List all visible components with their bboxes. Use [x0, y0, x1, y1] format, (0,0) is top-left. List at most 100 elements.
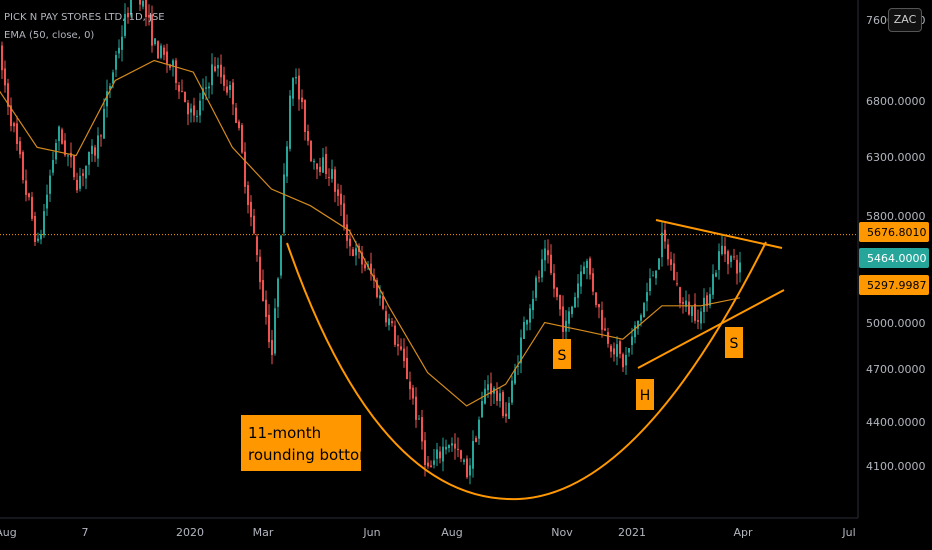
- candle-body: [91, 145, 93, 154]
- candle-body: [523, 321, 525, 339]
- candle-body: [451, 443, 453, 446]
- candle-body: [727, 251, 729, 265]
- candle-body: [307, 131, 309, 141]
- candle-body: [472, 440, 474, 469]
- candle-body: [694, 303, 696, 321]
- candle-body: [211, 64, 213, 86]
- time-axis-label: Aug: [441, 526, 462, 539]
- candle-body: [370, 263, 372, 274]
- candle-body: [109, 86, 111, 90]
- candle-body: [37, 238, 39, 241]
- candle-body: [547, 250, 549, 256]
- candle-body: [58, 126, 60, 142]
- candle-body: [529, 308, 531, 323]
- candle-body: [160, 45, 162, 58]
- candle-body: [478, 419, 480, 439]
- candle-body: [43, 211, 45, 236]
- candle-body: [166, 51, 168, 64]
- label-box: [553, 339, 571, 369]
- price-badge-value: 5297.9987: [867, 279, 927, 292]
- candle-body: [376, 280, 378, 298]
- time-axis-label: 7: [82, 526, 89, 539]
- candle-body: [619, 341, 621, 354]
- candle-body: [457, 448, 459, 450]
- candle-body: [265, 299, 267, 317]
- candle-body: [622, 354, 624, 368]
- candle-body: [4, 68, 6, 86]
- candle-body: [142, 0, 144, 7]
- candle-body: [121, 36, 123, 50]
- candle-body: [430, 465, 432, 468]
- candle-body: [469, 465, 471, 476]
- candle-body: [178, 85, 180, 92]
- note-line-2: rounding bottom: [248, 446, 374, 464]
- label-text: S: [558, 348, 567, 364]
- candle-body: [412, 387, 414, 399]
- candle-body: [736, 259, 738, 274]
- candle-body: [628, 348, 630, 353]
- candle-body: [22, 152, 24, 180]
- candle-body: [103, 108, 105, 139]
- candle-body: [550, 254, 552, 274]
- candle-body: [334, 169, 336, 192]
- candle-body: [238, 121, 240, 129]
- candle-body: [298, 75, 300, 100]
- candle-body: [223, 74, 225, 86]
- candle-body: [130, 0, 132, 16]
- candle-body: [172, 60, 174, 66]
- right-shoulder-label[interactable]: S: [725, 327, 743, 358]
- candle-body: [235, 107, 237, 123]
- candle-body: [724, 246, 726, 255]
- candle-body: [607, 332, 609, 344]
- candle-body: [364, 264, 366, 269]
- candle-body: [445, 446, 447, 450]
- rounding-bottom-note[interactable]: 11-month rounding bottom: [241, 415, 374, 471]
- time-axis-label: Nov: [551, 526, 573, 539]
- candle-body: [190, 108, 192, 113]
- candle-body: [157, 41, 159, 59]
- candle-body: [34, 216, 36, 242]
- candle-body: [604, 328, 606, 331]
- candle-body: [208, 86, 210, 89]
- price-axis-label: 4400.0000: [866, 416, 926, 429]
- label-text: H: [640, 388, 651, 404]
- candle-body: [280, 235, 282, 276]
- label-box: [725, 327, 743, 358]
- head-label[interactable]: H: [636, 379, 654, 410]
- candle-body: [505, 413, 507, 417]
- candle-body: [295, 76, 297, 79]
- candle-body: [154, 38, 156, 45]
- currency-button[interactable]: ZAC: [888, 8, 922, 32]
- candle-body: [517, 365, 519, 367]
- candle-body: [331, 169, 333, 179]
- candle-body: [616, 344, 618, 357]
- candle-body: [61, 129, 63, 144]
- price-axis-label: 6300.0000: [866, 151, 926, 164]
- candle-body: [682, 302, 684, 304]
- candle-body: [361, 252, 363, 265]
- trend-drawings[interactable]: [286, 219, 785, 501]
- left-shoulder-label[interactable]: S: [553, 339, 571, 369]
- candle-body: [403, 348, 405, 362]
- candle-body: [10, 105, 12, 126]
- note-line-1: 11-month: [248, 424, 321, 442]
- candle-body: [343, 203, 345, 227]
- candle-body: [289, 95, 291, 149]
- candle-body: [169, 64, 171, 68]
- candle-body: [199, 100, 201, 116]
- candle-body: [181, 91, 183, 93]
- candle-body: [436, 449, 438, 459]
- time-axis-label: 2021: [618, 526, 646, 539]
- candle-body: [673, 263, 675, 281]
- candle-body: [730, 256, 732, 262]
- candle-body: [202, 88, 204, 100]
- price-axis-label: 6800.0000: [866, 95, 926, 108]
- candle-body: [187, 102, 189, 115]
- candle-body: [100, 135, 102, 137]
- candle-body: [643, 303, 645, 318]
- indicator-label: EMA (50, close, 0): [4, 30, 95, 41]
- candle-body: [214, 66, 216, 72]
- candle-body: [580, 271, 582, 287]
